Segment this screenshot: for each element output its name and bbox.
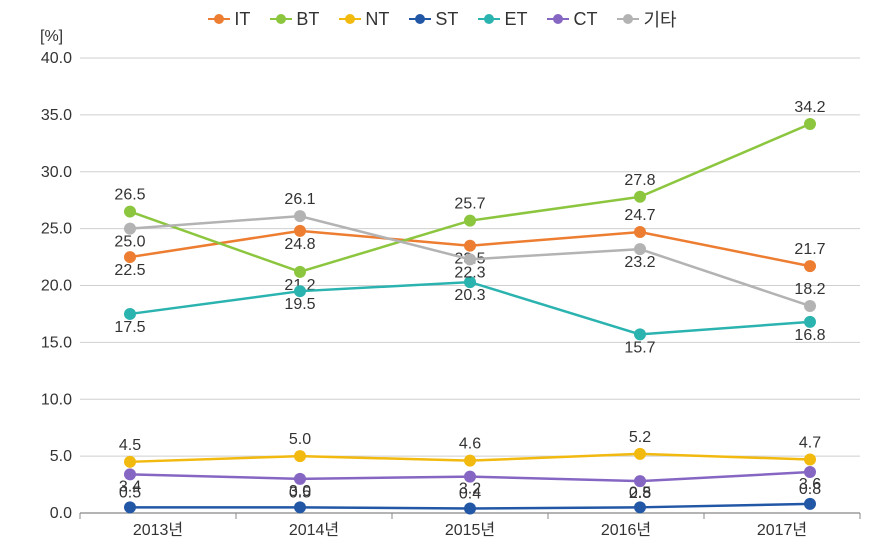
- y-tick-label: 20.0: [41, 278, 72, 295]
- y-tick-label: 40.0: [41, 50, 72, 67]
- y-tick-label: 35.0: [41, 107, 72, 124]
- legend-label: 기타: [643, 6, 676, 32]
- y-tick-label: 15.0: [41, 334, 72, 351]
- plot-area: 0.0 5.0 10.0 15.0 20.0 25.0 30.0 35.0 40.0 2013년 2…: [0, 0, 885, 553]
- y-tick-label: 10.0: [41, 391, 72, 408]
- legend-item-ct: CT: [547, 9, 597, 30]
- legend-swatch-icon: [208, 18, 230, 20]
- data-label: 4.7: [799, 435, 821, 452]
- data-label: 22.5: [114, 262, 145, 279]
- legend-swatch-icon: [270, 18, 292, 20]
- series-marker-nt: [464, 455, 476, 467]
- legend-label: BT: [296, 9, 319, 30]
- y-tick-label: 25.0: [41, 221, 72, 238]
- series-marker-nt: [804, 454, 816, 466]
- data-label: 2.8: [629, 485, 651, 502]
- data-label: 20.3: [454, 287, 485, 304]
- data-label: 34.2: [794, 99, 825, 116]
- x-tick-label: 2014년: [289, 521, 339, 539]
- series-marker-st: [634, 501, 646, 513]
- legend-item-st: ST: [409, 9, 458, 30]
- data-label: 15.7: [624, 339, 655, 356]
- data-label: 16.8: [794, 327, 825, 344]
- series-marker-bt: [124, 206, 136, 218]
- data-label: 18.2: [794, 281, 825, 298]
- series-marker-bt: [804, 118, 816, 130]
- data-label: 25.7: [454, 196, 485, 213]
- data-label: 19.5: [284, 296, 315, 313]
- legend-label: CT: [573, 9, 597, 30]
- data-label: 17.5: [114, 319, 145, 336]
- legend-swatch-icon: [409, 18, 431, 20]
- series-marker-it: [634, 226, 646, 238]
- series-marker-기타: [294, 210, 306, 222]
- y-tick-label: 30.0: [41, 164, 72, 181]
- x-tick-label: 2017년: [757, 521, 807, 539]
- legend-swatch-icon: [478, 18, 500, 20]
- data-label: 25.0: [114, 234, 145, 251]
- legend-label: ST: [435, 9, 458, 30]
- data-label: 3.0: [289, 483, 311, 500]
- legend-label: IT: [234, 9, 250, 30]
- data-label: 3.6: [799, 476, 821, 493]
- data-label: 22.3: [454, 264, 485, 281]
- legend-swatch-icon: [547, 18, 569, 20]
- legend-item-기타: 기타: [617, 6, 676, 32]
- data-label: 4.5: [119, 437, 141, 454]
- series-marker-st: [124, 501, 136, 513]
- data-label: 26.1: [284, 191, 315, 208]
- data-label: 26.5: [114, 187, 145, 204]
- data-label: 24.8: [284, 236, 315, 253]
- series-marker-nt: [294, 450, 306, 462]
- legend: IT BT NT ST ET CT 기타: [0, 4, 885, 32]
- data-label: 27.8: [624, 172, 655, 189]
- series-marker-nt: [634, 448, 646, 460]
- series-marker-st: [464, 502, 476, 514]
- series-marker-it: [804, 260, 816, 272]
- data-label: 24.7: [624, 207, 655, 224]
- data-label: 21.7: [794, 241, 825, 258]
- data-label: 3.4: [119, 478, 141, 495]
- line-chart: IT BT NT ST ET CT 기타 [%] 0.0 5.0 10.0 15.0 20.0 25.…: [0, 0, 885, 553]
- legend-label: ET: [504, 9, 527, 30]
- legend-swatch-icon: [617, 18, 639, 20]
- legend-item-it: IT: [208, 9, 250, 30]
- x-tick-label: 2013년: [133, 521, 183, 539]
- legend-swatch-icon: [339, 18, 361, 20]
- data-label: 23.2: [624, 254, 655, 271]
- legend-item-bt: BT: [270, 9, 319, 30]
- y-tick-label: 0.0: [50, 505, 72, 522]
- y-axis-unit-label: [%]: [40, 28, 63, 46]
- x-tick-label: 2016년: [601, 521, 651, 539]
- legend-item-et: ET: [478, 9, 527, 30]
- series-marker-기타: [804, 300, 816, 312]
- data-label: 4.6: [459, 436, 481, 453]
- series-marker-bt: [634, 191, 646, 203]
- data-label: 5.0: [289, 431, 311, 448]
- series-marker-st: [804, 498, 816, 510]
- legend-label: NT: [365, 9, 389, 30]
- series-marker-st: [294, 501, 306, 513]
- series-marker-bt: [464, 215, 476, 227]
- y-tick-label: 5.0: [50, 448, 72, 465]
- series-marker-nt: [124, 456, 136, 468]
- legend-item-nt: NT: [339, 9, 389, 30]
- data-label: 5.2: [629, 429, 651, 446]
- data-label: 3.2: [459, 481, 481, 498]
- x-tick-label: 2015년: [445, 521, 495, 539]
